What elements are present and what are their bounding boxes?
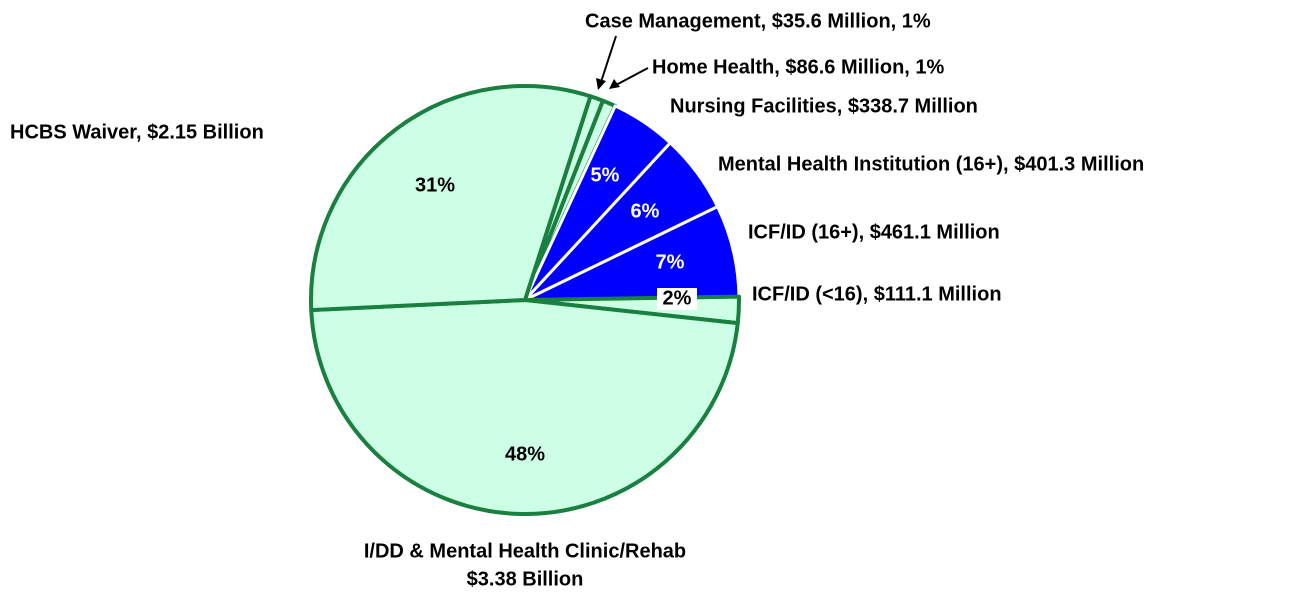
category-label: ICF/ID (<16), $111.1 Million (752, 283, 1002, 305)
arrow-head (609, 79, 620, 89)
category-label: Nursing Facilities, $338.7 Million (670, 95, 978, 117)
pie-slice (309, 84, 593, 313)
arrow (615, 67, 649, 86)
slice-label: 7% (656, 251, 685, 273)
category-label: ICF/ID (16+), $461.1 Million (748, 221, 1000, 243)
arrow (600, 35, 617, 83)
slice-label: 6% (631, 200, 660, 222)
label-box (657, 288, 697, 310)
category-label: Mental Health Institution (16+), $401.3 … (718, 153, 1144, 175)
slice-label: 48% (505, 443, 545, 465)
category-label: $3.38 Billion (467, 568, 584, 590)
arrow-head (596, 78, 606, 90)
labels: Case Management, $35.6 Million, 1% Home H… (10, 10, 1144, 590)
slice-label: 2% (663, 287, 692, 309)
slice-label: 31% (415, 174, 455, 196)
category-label: I/DD & Mental Health Clinic/Rehab (364, 540, 686, 562)
pie-slice (309, 298, 740, 516)
category-label: Case Management, $35.6 Million, 1% (585, 10, 931, 32)
category-label: HCBS Waiver, $2.15 Billion (10, 121, 264, 143)
category-label: Home Health, $86.6 Million, 1% (652, 56, 945, 78)
slice-label: 5% (591, 164, 620, 186)
